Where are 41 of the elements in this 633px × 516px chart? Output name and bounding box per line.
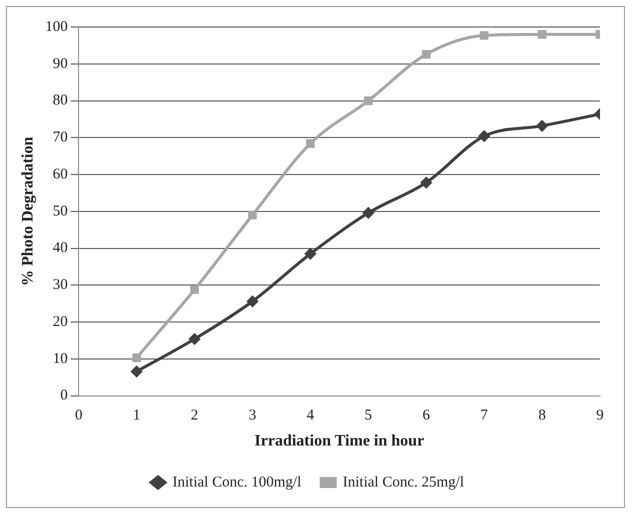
y-tick-label: 50: [52, 203, 68, 220]
x-tick-label: 0: [74, 408, 82, 424]
legend-label: Initial Conc. 100mg/l: [172, 474, 302, 490]
point: [306, 139, 315, 148]
x-tick-label: 8: [538, 408, 546, 424]
y-tick-label: 100: [45, 18, 68, 35]
x-tick-label: 5: [364, 408, 372, 424]
point: [190, 285, 199, 294]
point: [422, 50, 431, 59]
point: [538, 30, 546, 39]
y-tick-label: 0: [60, 388, 68, 404]
point: [189, 334, 200, 345]
y-tick-label: 70: [52, 130, 68, 146]
y-axis-title: % Photo Degradation: [20, 136, 37, 286]
point: [536, 120, 548, 132]
point: [362, 207, 374, 218]
point: [246, 296, 258, 307]
y-tick-label: 80: [52, 92, 68, 109]
x-tick-label: 1: [132, 408, 140, 424]
y-tick-label: 40: [52, 240, 68, 256]
x-tick-label: 2: [190, 408, 198, 424]
x-tick-label: 7: [480, 408, 488, 424]
point: [478, 130, 490, 142]
y-tick-label: 20: [52, 314, 68, 330]
x-tick-label: 4: [306, 408, 315, 424]
x-tick-label: 3: [248, 408, 256, 424]
y-tick-label: 60: [52, 166, 68, 182]
point: [304, 248, 316, 260]
point: [132, 353, 141, 362]
x-axis-title: Irradiation Time in hour: [254, 432, 424, 450]
x-tick-label: 9: [596, 408, 604, 424]
y-tick-label: 10: [52, 350, 68, 367]
point: [248, 210, 257, 220]
point: [364, 96, 373, 106]
point: [420, 177, 432, 188]
y-tick-label: 90: [52, 56, 68, 72]
x-tick-label: 6: [422, 408, 430, 424]
legend-label: Initial Conc. 25mg/l: [342, 474, 464, 490]
point: [131, 366, 142, 377]
y-tick-label: 30: [52, 277, 68, 294]
point: [480, 31, 488, 40]
